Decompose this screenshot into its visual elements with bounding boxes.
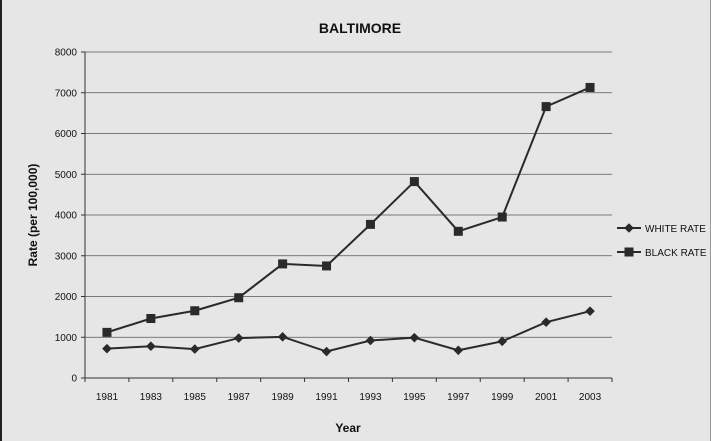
data-point-square xyxy=(190,306,200,316)
data-point-square xyxy=(541,102,551,112)
y-tick-label: 3000 xyxy=(55,251,78,262)
x-tick-label: 1997 xyxy=(447,392,470,403)
series-diamond xyxy=(102,306,595,357)
y-tick-label: 8000 xyxy=(55,48,78,59)
x-tick-label: 2001 xyxy=(535,392,558,403)
y-tick-label: 5000 xyxy=(55,170,78,181)
data-point-diamond xyxy=(321,346,332,357)
x-tick-label: 1989 xyxy=(272,392,295,403)
data-point-diamond xyxy=(585,306,595,316)
gridlines xyxy=(85,51,612,338)
data-point-diamond xyxy=(453,345,464,356)
data-point-diamond xyxy=(146,341,156,352)
legend-label: BLACK RATE xyxy=(645,248,707,259)
legend-label: WHITE RATE xyxy=(645,224,706,235)
legend-marker xyxy=(624,223,634,233)
y-tick-label: 4000 xyxy=(55,211,78,222)
data-point-square xyxy=(278,259,288,269)
data-point-square xyxy=(453,226,463,236)
series-line xyxy=(106,310,591,353)
x-tick-label: 1983 xyxy=(140,392,163,403)
data-point-square xyxy=(585,82,595,92)
data-point-square xyxy=(146,314,156,324)
x-tick-label: 1993 xyxy=(359,392,382,403)
data-point-diamond xyxy=(541,317,551,327)
y-axis-label: Rate (per 100,000) xyxy=(26,164,40,267)
y-tick-labels: 0 1000 2000 3000 4000 5000 6000 7000 8000 xyxy=(55,48,85,385)
chart-title: BALTIMORE xyxy=(319,20,401,36)
x-tick-label: 1987 xyxy=(228,392,251,403)
data-point-diamond xyxy=(277,332,288,342)
y-tick-label: 7000 xyxy=(55,88,78,99)
data-point-diamond xyxy=(365,335,376,346)
data-point-square xyxy=(497,212,507,222)
legend: WHITE RATE BLACK RATE xyxy=(617,223,707,259)
data-point-square xyxy=(365,219,375,229)
y-tick-label: 0 xyxy=(71,374,77,385)
x-tick-label: 1981 xyxy=(96,392,119,403)
y-tick-label: 1000 xyxy=(55,333,78,344)
series-square xyxy=(102,82,595,337)
data-point-diamond xyxy=(189,344,200,354)
data-point-diamond xyxy=(409,332,420,343)
y-tick-label: 2000 xyxy=(55,292,78,303)
x-tick-label: 1991 xyxy=(315,392,338,403)
x-tick-labels: 1981 1983 1985 1987 1989 1991 1993 1995 1997 1999… xyxy=(84,378,613,403)
y-tick-label: 6000 xyxy=(55,129,78,140)
series-line xyxy=(106,86,591,334)
data-point-diamond xyxy=(233,333,244,343)
x-tick-label: 1985 xyxy=(184,392,207,403)
x-tick-label: 1999 xyxy=(491,392,514,403)
series-group xyxy=(102,82,595,357)
x-axis-label: Year xyxy=(335,421,361,435)
x-tick-label: 2003 xyxy=(579,392,602,403)
data-point-square xyxy=(234,293,244,303)
x-tick-label: 1995 xyxy=(403,392,426,403)
data-point-square xyxy=(409,177,419,187)
legend-marker xyxy=(624,247,634,257)
data-point-square xyxy=(322,261,332,271)
data-point-square xyxy=(102,327,112,337)
data-point-diamond xyxy=(497,336,508,347)
data-point-diamond xyxy=(102,343,112,354)
